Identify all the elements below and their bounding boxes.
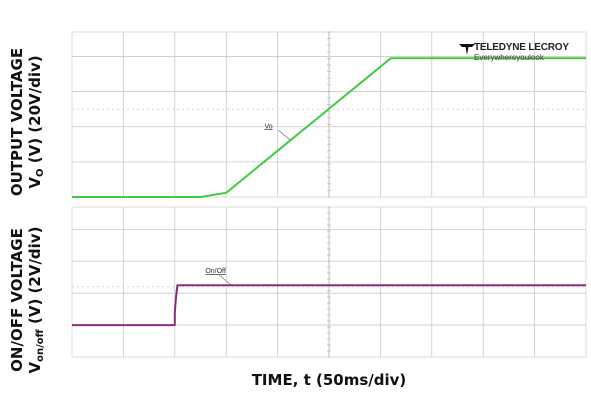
trace-label-vo-leader — [278, 130, 291, 141]
top-y-axis-label: OUTPUT VOLTAGE VO (V) (20V/div) — [8, 42, 52, 202]
trace-label-onoff: On/Off — [205, 268, 226, 275]
trace-label-onoff-leader — [219, 274, 232, 286]
brand-tagline: Everywhereyoulook — [474, 53, 544, 62]
trace-labels: Vo On/Off — [205, 123, 291, 286]
traces — [72, 57, 586, 327]
series-1-0-line — [72, 284, 586, 327]
brand-name: TELEDYNE LECROY — [474, 42, 569, 53]
grid-lines — [71, 31, 587, 358]
top-ylabel-line2: VO (V) (20V/div) — [26, 55, 46, 189]
bottom-y-axis-label: ON/OFF VOLTAGE Von/off (V) (2V/div) — [8, 220, 52, 380]
series-0-0-line — [72, 57, 586, 198]
bottom-ylabel-line2: Von/off (V) (2V/div) — [26, 226, 46, 374]
trace-label-vo: Vo — [264, 123, 272, 130]
bottom-ylabel-line1: ON/OFF VOLTAGE — [8, 228, 26, 372]
top-ylabel-line1: OUTPUT VOLTAGE — [8, 47, 26, 197]
teledyne-lecroy-logo-icon — [459, 42, 475, 61]
x-axis-label: TIME, t (50ms/div) — [251, 371, 407, 389]
brand-badge: TELEDYNE LECROY Everywhereyoulook — [474, 42, 569, 62]
